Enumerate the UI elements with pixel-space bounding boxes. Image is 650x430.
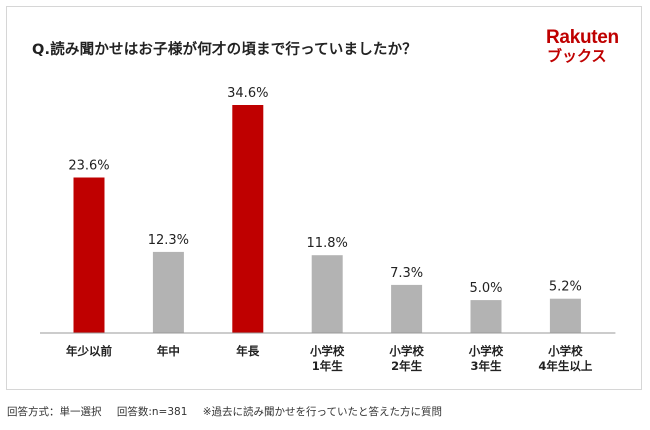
bar — [391, 284, 423, 333]
category-label: 年少以前 — [66, 344, 112, 358]
bar — [549, 298, 581, 333]
data-label: 7.3% — [390, 266, 423, 281]
answer-method: 回答方式：単一選択 — [7, 406, 102, 418]
logo-subtitle: ブックス — [547, 47, 607, 65]
category-label: 小学校 — [547, 344, 583, 358]
rakuten-books-logo: Rakuten ブックス — [546, 28, 619, 64]
category-label: 2年生 — [391, 359, 423, 373]
data-label: 11.8% — [307, 236, 348, 251]
data-label: 23.6% — [68, 159, 109, 174]
bar — [73, 177, 105, 333]
category-label: 3年生 — [470, 359, 502, 373]
bar — [232, 105, 264, 333]
data-label: 34.6% — [227, 86, 268, 101]
data-label: 12.3% — [148, 233, 189, 248]
category-label: 小学校 — [309, 344, 345, 358]
response-count: 回答数:n=381 — [116, 406, 188, 418]
data-label: 5.2% — [549, 280, 582, 295]
chart-title: Q.読み聞かせはお子様が何才の頃まで行っていましたか？ — [32, 42, 418, 58]
bar — [470, 300, 502, 333]
category-label: 小学校 — [388, 344, 424, 358]
category-label: 4年生以上 — [538, 359, 593, 373]
bar — [152, 251, 184, 333]
category-label: 小学校 — [468, 344, 504, 358]
bar — [311, 255, 343, 333]
category-label: 1年生 — [312, 359, 344, 373]
logo-wordmark: Rakuten — [546, 27, 619, 48]
data-label: 5.0% — [469, 281, 502, 296]
category-label: 年長 — [236, 344, 259, 358]
survey-footnote: 回答方式：単一選択 回答数:n=381 ※過去に読み聞かせを行っていたと答えた方… — [7, 404, 442, 419]
category-label: 年中 — [157, 344, 180, 358]
question-note: ※過去に読み聞かせを行っていたと答えた方に質問 — [202, 406, 443, 418]
